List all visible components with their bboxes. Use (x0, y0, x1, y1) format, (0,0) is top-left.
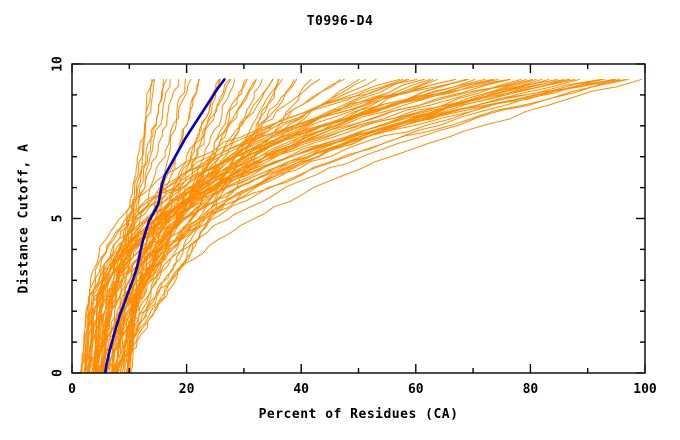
ensemble-curve (106, 78, 605, 373)
ensemble-curve (116, 78, 629, 373)
x-tick-label: 0 (68, 382, 76, 397)
x-axis-title: Percent of Residues (CA) (259, 407, 459, 422)
y-axis-title: Distance Cutoff, A (17, 144, 32, 294)
ensemble-curve (86, 78, 602, 373)
x-tick-label: 100 (633, 382, 657, 397)
ensemble-curve (101, 78, 341, 373)
ensemble-curve (95, 78, 377, 373)
chart-title: T0996-D4 (306, 14, 374, 29)
ensemble-curve (128, 78, 476, 373)
ensemble-curve (102, 78, 511, 373)
ensemble-curve (94, 78, 511, 373)
x-tick-label: 60 (408, 382, 424, 397)
highlighted-curve (103, 78, 226, 373)
y-tick-label: 10 (51, 56, 66, 72)
y-tick-label: 5 (51, 215, 66, 223)
ensemble-curve (125, 78, 643, 373)
ensemble-curve (114, 78, 280, 373)
x-tick-label: 20 (179, 382, 195, 397)
ensemble-curve (117, 78, 626, 373)
ensemble-curve (109, 78, 438, 373)
ensemble-curve (88, 78, 469, 373)
ensemble-curve (101, 78, 617, 373)
ensemble-curve (85, 78, 257, 373)
x-tick-label: 80 (523, 382, 539, 397)
ensemble-curve (92, 78, 571, 373)
ensemble-curve (121, 78, 360, 373)
y-tick-label: 0 (51, 369, 66, 377)
ensemble-curves (80, 78, 643, 373)
ensemble-curve (127, 78, 366, 373)
x-tick-label: 40 (293, 382, 309, 397)
ensemble-curve (112, 78, 345, 373)
x-axis: 0 20 40 60 80 100 (68, 64, 657, 397)
ensemble-curve (84, 78, 621, 373)
y-axis: 0 5 10 (51, 56, 645, 377)
ensemble-curve (83, 78, 614, 373)
ensemble-curve (127, 78, 321, 373)
ensemble-curve (116, 78, 312, 373)
ensemble-curve (89, 78, 550, 373)
